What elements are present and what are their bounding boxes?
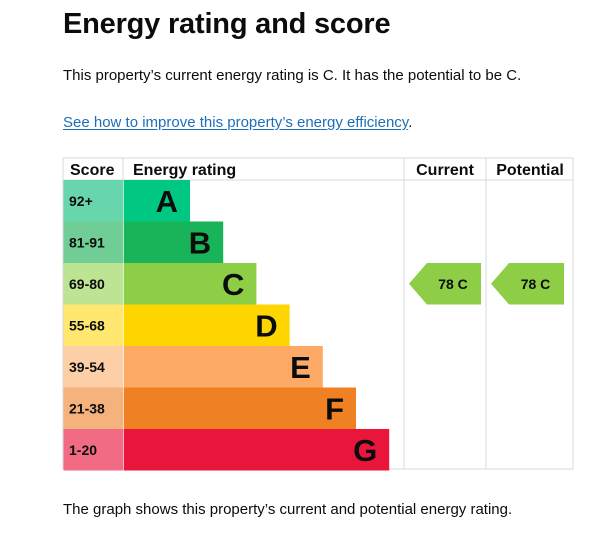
- rating-bar-e: [124, 346, 323, 388]
- potential-rating-label: 78 C: [521, 276, 551, 292]
- score-label-e: 39-54: [69, 359, 105, 375]
- rating-bar-f: [124, 387, 356, 429]
- rating-letter-a: A: [156, 184, 178, 219]
- rating-bar-b: [124, 221, 224, 263]
- rating-letter-g: G: [353, 433, 377, 468]
- header-score: Score: [70, 162, 115, 179]
- score-cell-e: [63, 346, 124, 388]
- rating-summary: This property’s current energy rating is…: [63, 67, 522, 84]
- score-label-f: 21-38: [69, 400, 105, 416]
- chart-caption: The graph shows this property’s current …: [63, 501, 513, 518]
- score-cell-a: [63, 180, 124, 222]
- score-cell-f: [63, 387, 124, 429]
- rating-bar-a: [124, 180, 190, 222]
- score-label-a: 92+: [69, 193, 93, 209]
- header-current: Current: [416, 162, 474, 179]
- chart-headers: Score Energy rating Current Potential: [70, 162, 564, 179]
- potential-rating-arrow: [491, 263, 564, 305]
- rating-letter-e: E: [290, 350, 311, 385]
- score-label-d: 55-68: [69, 317, 105, 333]
- score-cell-d: [63, 304, 124, 346]
- rating-letter-d: D: [255, 308, 277, 343]
- score-label-b: 81-91: [69, 234, 105, 250]
- rating-letter-c: C: [222, 267, 244, 302]
- improve-paragraph: See how to improve this property’s energ…: [63, 114, 412, 131]
- score-label-g: 1-20: [69, 442, 97, 458]
- rating-letter-f: F: [325, 391, 344, 426]
- rating-bar-g: [124, 429, 390, 471]
- improve-efficiency-link[interactable]: See how to improve this property’s energ…: [63, 114, 409, 131]
- rating-bands: 92+ A 81-91 B 69-80 C 55-68 D 39-54 E 21-38 F 1-20 G: [63, 180, 390, 471]
- score-cell-b: [63, 221, 124, 263]
- rating-bar-d: [124, 304, 290, 346]
- page-title: Energy rating and score: [63, 8, 391, 40]
- rating-bar-c: [124, 263, 257, 305]
- score-cell-g: [63, 429, 124, 471]
- improve-link-suffix: .: [408, 114, 413, 131]
- current-rating-label: 78 C: [438, 276, 468, 292]
- score-label-c: 69-80: [69, 276, 105, 292]
- rating-letter-b: B: [189, 225, 211, 260]
- current-rating-arrow: [409, 263, 481, 305]
- rating-arrows: 78 C 78 C: [409, 263, 564, 305]
- score-cell-c: [63, 263, 124, 305]
- header-potential: Potential: [496, 162, 564, 179]
- header-energy-rating: Energy rating: [133, 162, 236, 179]
